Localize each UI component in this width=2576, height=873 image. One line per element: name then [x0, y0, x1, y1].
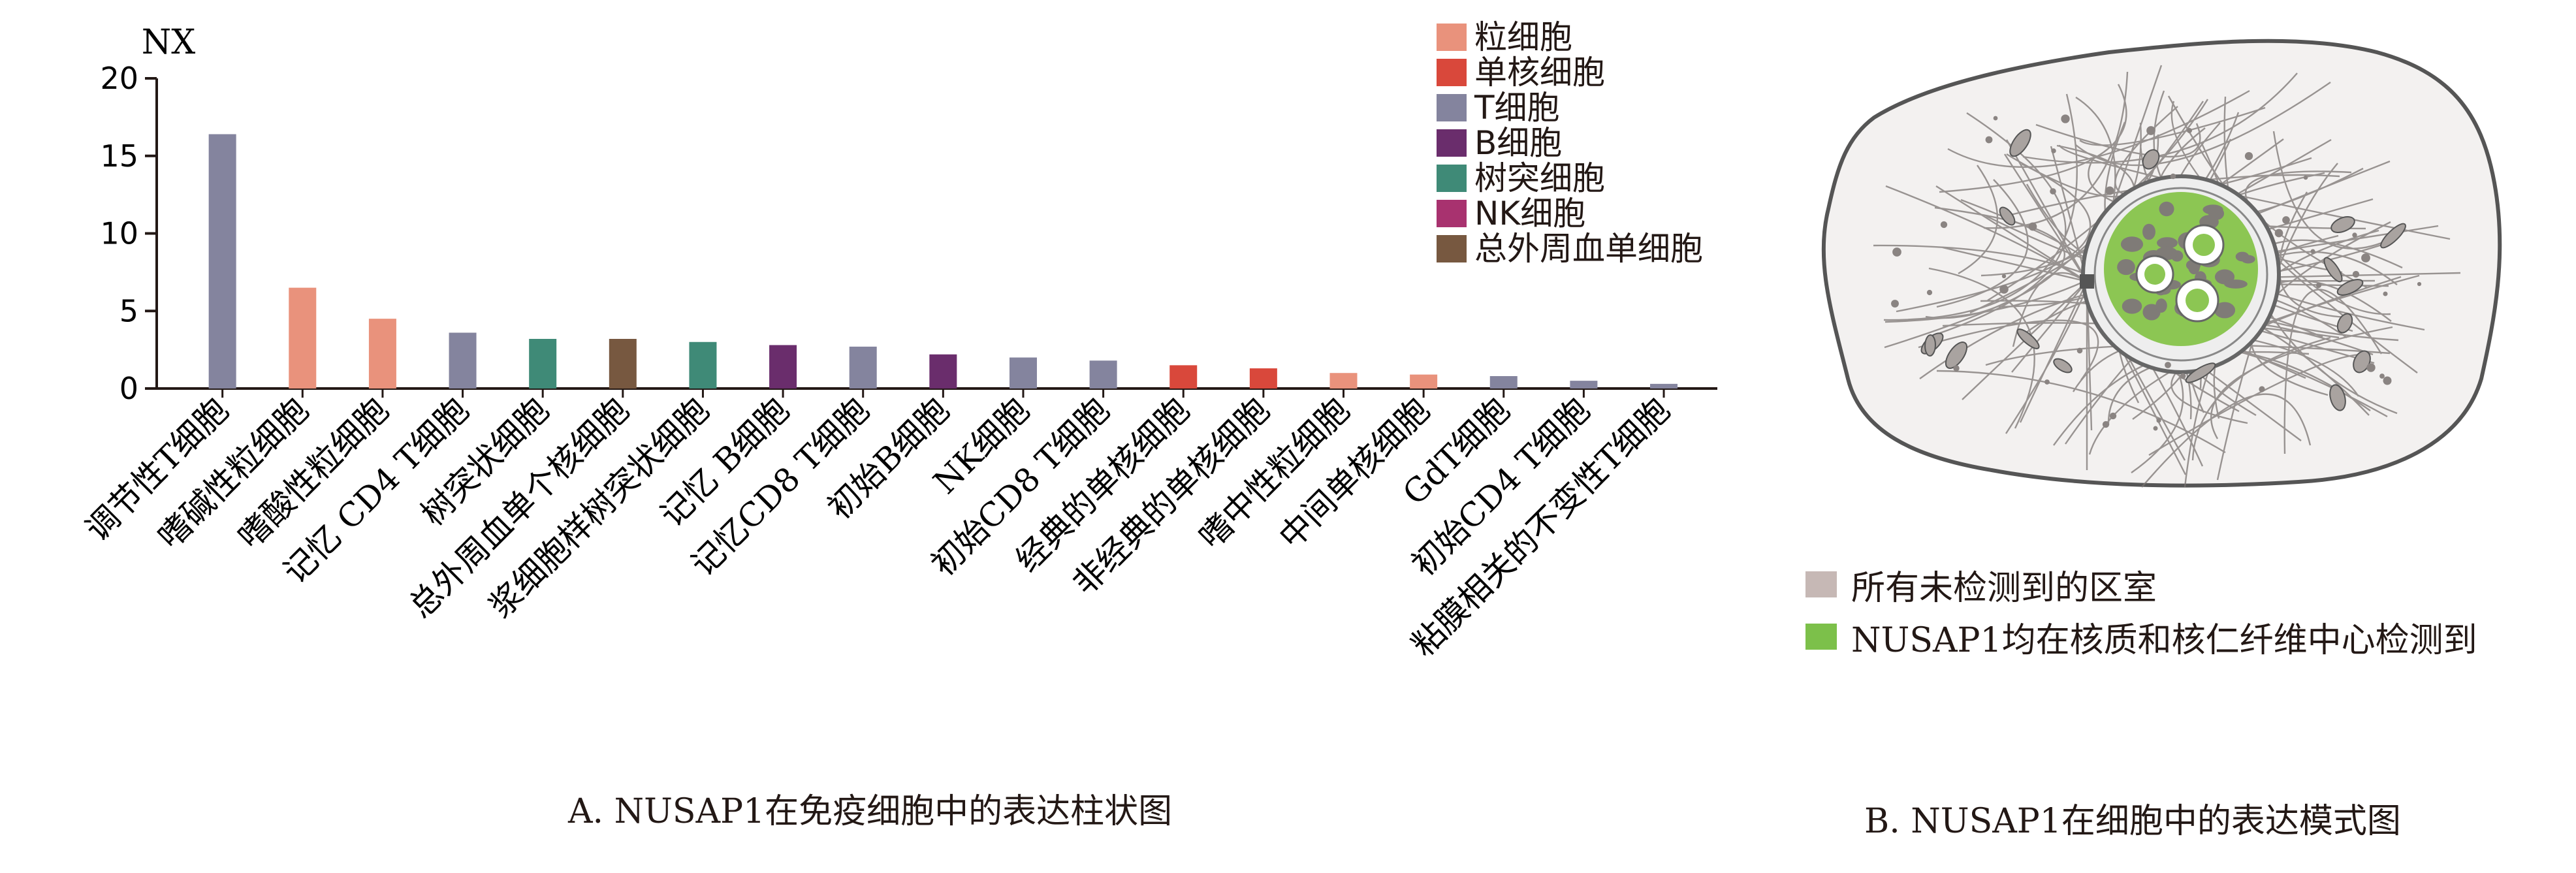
bar — [1489, 376, 1518, 389]
chart-legend: 粒细胞 单核细胞 T细胞 B细胞 树突细胞 NK细胞 总外周血单细胞 — [1437, 20, 1703, 266]
cell-legend-swatch — [1805, 571, 1837, 597]
nucleus-inner-ring — [2093, 187, 2268, 362]
caption-a: A. NUSAP1在免疫细胞中的表达柱状图 — [568, 792, 1173, 831]
bar — [1570, 381, 1598, 389]
legend-item: 粒细胞 — [1437, 20, 1703, 55]
cell-legend: 所有未检测到的区室 NUSAP1均在核质和核仁纤维中心检测到 — [1805, 558, 2477, 663]
caption-b: B. NUSAP1在细胞中的表达模式图 — [1864, 802, 2401, 841]
nucleoli — [2135, 224, 2225, 323]
legend-label: T细胞 — [1474, 89, 1560, 127]
legend-item: T细胞 — [1437, 90, 1703, 125]
bar — [208, 134, 236, 389]
legend-item: B细胞 — [1437, 125, 1703, 161]
y-tick-label: 15 — [100, 138, 138, 174]
y-tick-label: 0 — [119, 371, 138, 406]
bars — [208, 134, 1678, 389]
cell-legend-item: NUSAP1均在核质和核仁纤维中心检测到 — [1805, 611, 2477, 663]
legend-swatch — [1437, 129, 1467, 157]
legend-label: 树突细胞 — [1474, 159, 1605, 197]
bar — [849, 346, 877, 389]
bar — [368, 319, 396, 389]
cell-diagram — [1821, 39, 2502, 488]
bar — [529, 339, 557, 389]
bar — [1169, 365, 1198, 389]
bar — [769, 345, 797, 389]
y-tick-label: 5 — [119, 293, 138, 328]
legend-item: NK细胞 — [1437, 196, 1703, 231]
y-axis-label: NX — [142, 23, 196, 62]
centrosome — [2080, 274, 2094, 289]
bar — [1410, 374, 1438, 389]
legend-label: 粒细胞 — [1474, 18, 1572, 56]
organelles — [1891, 114, 2422, 431]
legend-label: B细胞 — [1474, 124, 1563, 162]
bar — [1009, 357, 1037, 389]
bar — [929, 354, 957, 389]
bar — [1249, 368, 1277, 389]
y-tick-label: 20 — [100, 61, 138, 96]
cell-legend-label: NUSAP1均在核质和核仁纤维中心检测到 — [1851, 620, 2477, 660]
legend-item: 总外周血单细胞 — [1437, 231, 1703, 266]
bar — [449, 332, 477, 389]
legend-swatch — [1437, 165, 1467, 192]
legend-swatch — [1437, 200, 1467, 227]
cell-legend-swatch — [1805, 624, 1837, 650]
bar — [1650, 383, 1678, 389]
legend-label: 单核细胞 — [1474, 54, 1605, 91]
legend-swatch — [1437, 24, 1467, 51]
legend-swatch — [1437, 59, 1467, 86]
axes: 0 5 10 15 20 — [100, 61, 1717, 406]
legend-label: NK细胞 — [1474, 195, 1586, 232]
bar — [1089, 360, 1117, 389]
cell-legend-item: 所有未检测到的区室 — [1805, 558, 2477, 611]
cell-legend-label: 所有未检测到的区室 — [1851, 568, 2157, 608]
legend-item: 单核细胞 — [1437, 55, 1703, 90]
legend-item: 树突细胞 — [1437, 161, 1703, 196]
legend-swatch — [1437, 94, 1467, 121]
legend-label: 总外周血单细胞 — [1474, 230, 1703, 268]
bar — [289, 287, 317, 389]
bar — [609, 339, 637, 389]
legend-swatch — [1437, 235, 1467, 262]
y-tick-label: 10 — [100, 216, 138, 251]
bar — [1329, 373, 1358, 389]
bar — [689, 341, 717, 389]
